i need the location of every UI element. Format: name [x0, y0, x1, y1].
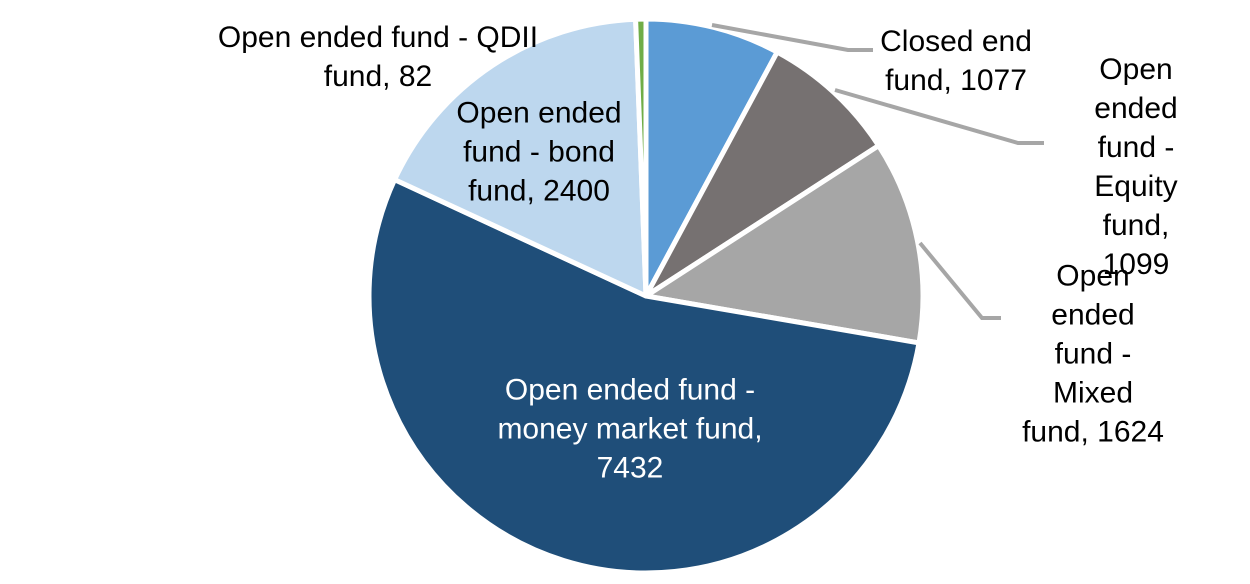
pie-slice-open-ended-fund-mixed-fund [643, 143, 926, 346]
pie-slice-open-ended-fund-equity-fund [643, 49, 882, 299]
leader-line-open-ended-fund-mixed-fund [918, 241, 1001, 320]
leader-line-open-ended-fund-equity-fund [834, 88, 1044, 145]
pie-slice-open-ended-fund-qdii-fund [633, 16, 649, 299]
leader-line-closed-end-fund [711, 23, 873, 52]
pie-slice-closed-end-fund [643, 16, 780, 299]
pie-slice-open-ended-fund-money-market-fund [366, 177, 922, 576]
pie-slice-open-ended-fund-bond-fund [392, 16, 649, 299]
